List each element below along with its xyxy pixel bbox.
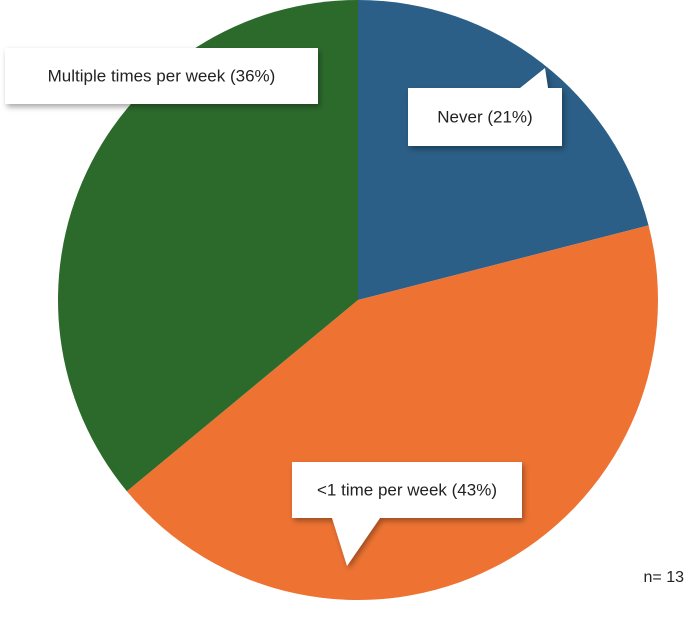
pie-slice	[358, 0, 649, 300]
callout-box	[292, 462, 522, 518]
callout	[408, 68, 562, 146]
pie	[58, 0, 659, 601]
pie-slice	[58, 0, 359, 492]
data-label: <1 time per week (43%)	[317, 480, 497, 499]
data-label: Never (21%)	[437, 107, 532, 126]
sample-size-note: n= 13	[644, 569, 685, 586]
callout-box	[408, 88, 562, 146]
callout	[292, 462, 522, 566]
pie-slice	[126, 225, 659, 601]
data-label: Multiple times per week (36%)	[48, 66, 276, 85]
callout-box	[5, 48, 318, 104]
callout-pointer	[520, 68, 548, 88]
callout	[5, 48, 318, 104]
callout-pointer	[332, 518, 380, 566]
labels: Never (21%) <1 time per week (43%) Multipl…	[5, 48, 562, 566]
